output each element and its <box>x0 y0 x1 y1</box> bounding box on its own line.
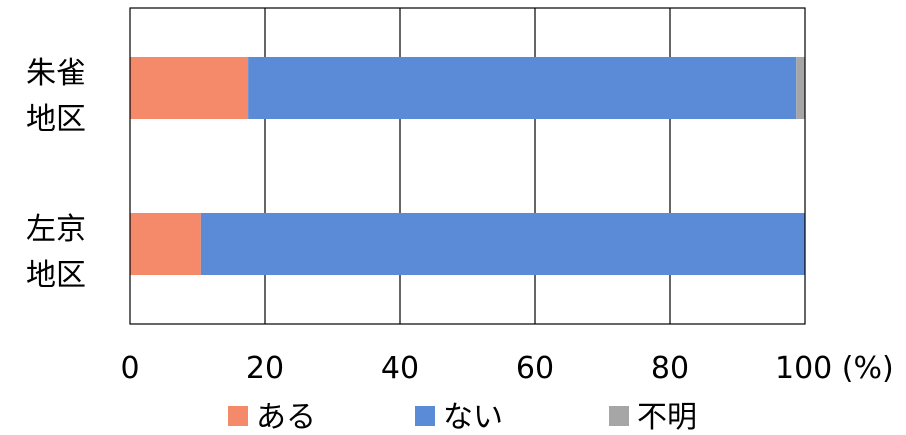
bar-segment <box>130 213 201 275</box>
legend-swatch <box>228 406 248 426</box>
x-tick-label: 0 <box>120 351 139 386</box>
x-tick-label: 20 <box>246 351 284 386</box>
bar-segment <box>200 213 805 275</box>
legend-label: ない <box>443 400 503 435</box>
x-tick-labels: 0 20 40 60 80 100 (%) <box>120 351 893 386</box>
bar-segment <box>796 57 805 119</box>
category-label: 地区 <box>26 258 86 293</box>
x-tick-label: 60 <box>516 351 554 386</box>
legend: ある ない 不明 <box>228 400 697 435</box>
x-tick-label: 100 (%) <box>775 351 894 386</box>
bar-segment <box>130 57 249 119</box>
bar-segment <box>248 57 797 119</box>
x-tick-label: 40 <box>381 351 419 386</box>
legend-label: 不明 <box>637 400 697 435</box>
category-label: 地区 <box>26 102 86 137</box>
legend-swatch <box>415 406 435 426</box>
plot-frame <box>129 7 806 325</box>
x-tick-label: 80 <box>651 351 689 386</box>
gridlines <box>264 8 671 324</box>
category-label: 朱雀 <box>26 56 86 91</box>
legend-swatch <box>609 406 629 426</box>
legend-label: ある <box>256 400 316 435</box>
category-label: 左京 <box>26 212 86 247</box>
bars <box>130 57 805 275</box>
